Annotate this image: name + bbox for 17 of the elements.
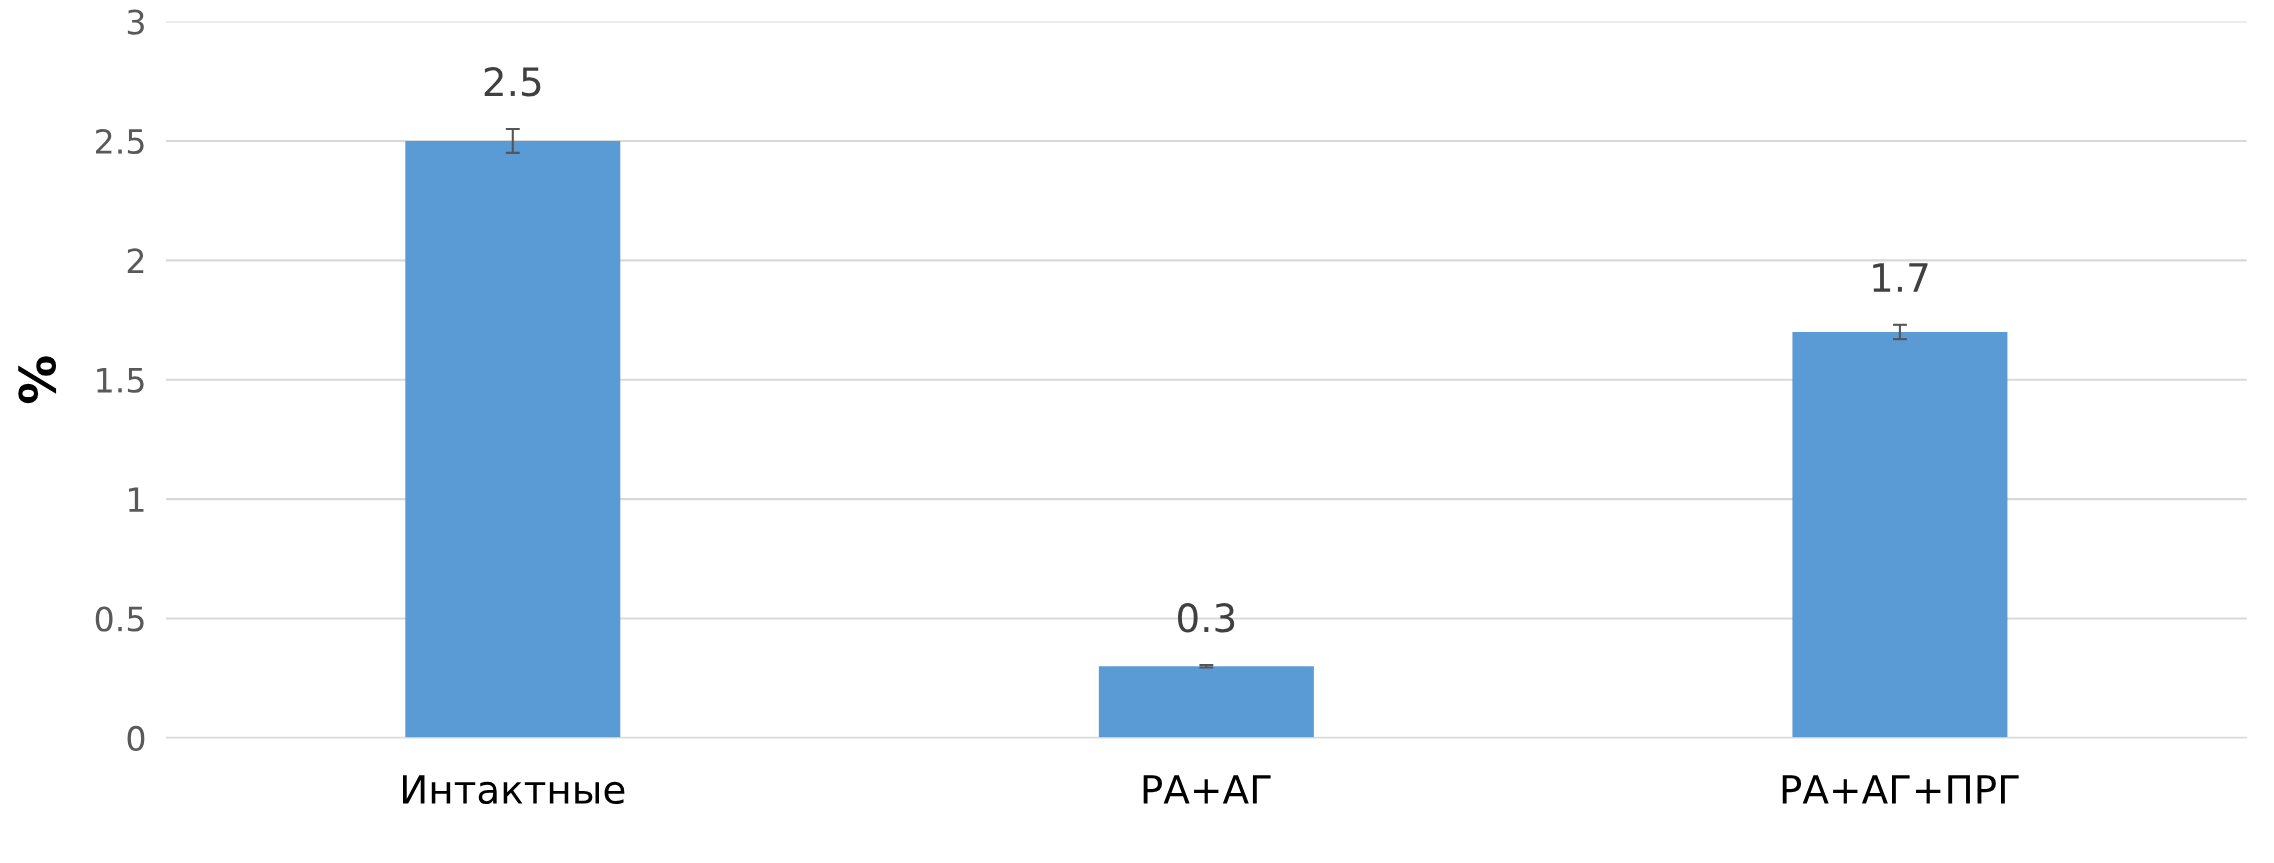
y-tick-label: 0.5 bbox=[95, 606, 144, 632]
data-label: 1.7 bbox=[1873, 263, 1928, 292]
x-tick-label: РА+АГ+ПРГ bbox=[1782, 775, 2019, 804]
bar bbox=[1098, 666, 1314, 738]
bar bbox=[1792, 331, 2008, 738]
y-tick-label: 1.5 bbox=[97, 368, 144, 393]
y-tick-label: 2.5 bbox=[95, 128, 144, 155]
y-tick-label: 1 bbox=[129, 487, 144, 512]
x-tick-label: РА+АГ bbox=[1143, 775, 1271, 804]
y-tick-label: 2 bbox=[127, 248, 144, 273]
x-tick-label: Интактные bbox=[403, 775, 625, 805]
bar bbox=[405, 140, 621, 738]
y-axis-title: % bbox=[18, 356, 57, 404]
data-label: 2.5 bbox=[484, 67, 541, 97]
data-label: 0.3 bbox=[1178, 603, 1235, 633]
y-tick-label: 0 bbox=[127, 725, 145, 751]
y-tick-label: 3 bbox=[127, 9, 144, 35]
